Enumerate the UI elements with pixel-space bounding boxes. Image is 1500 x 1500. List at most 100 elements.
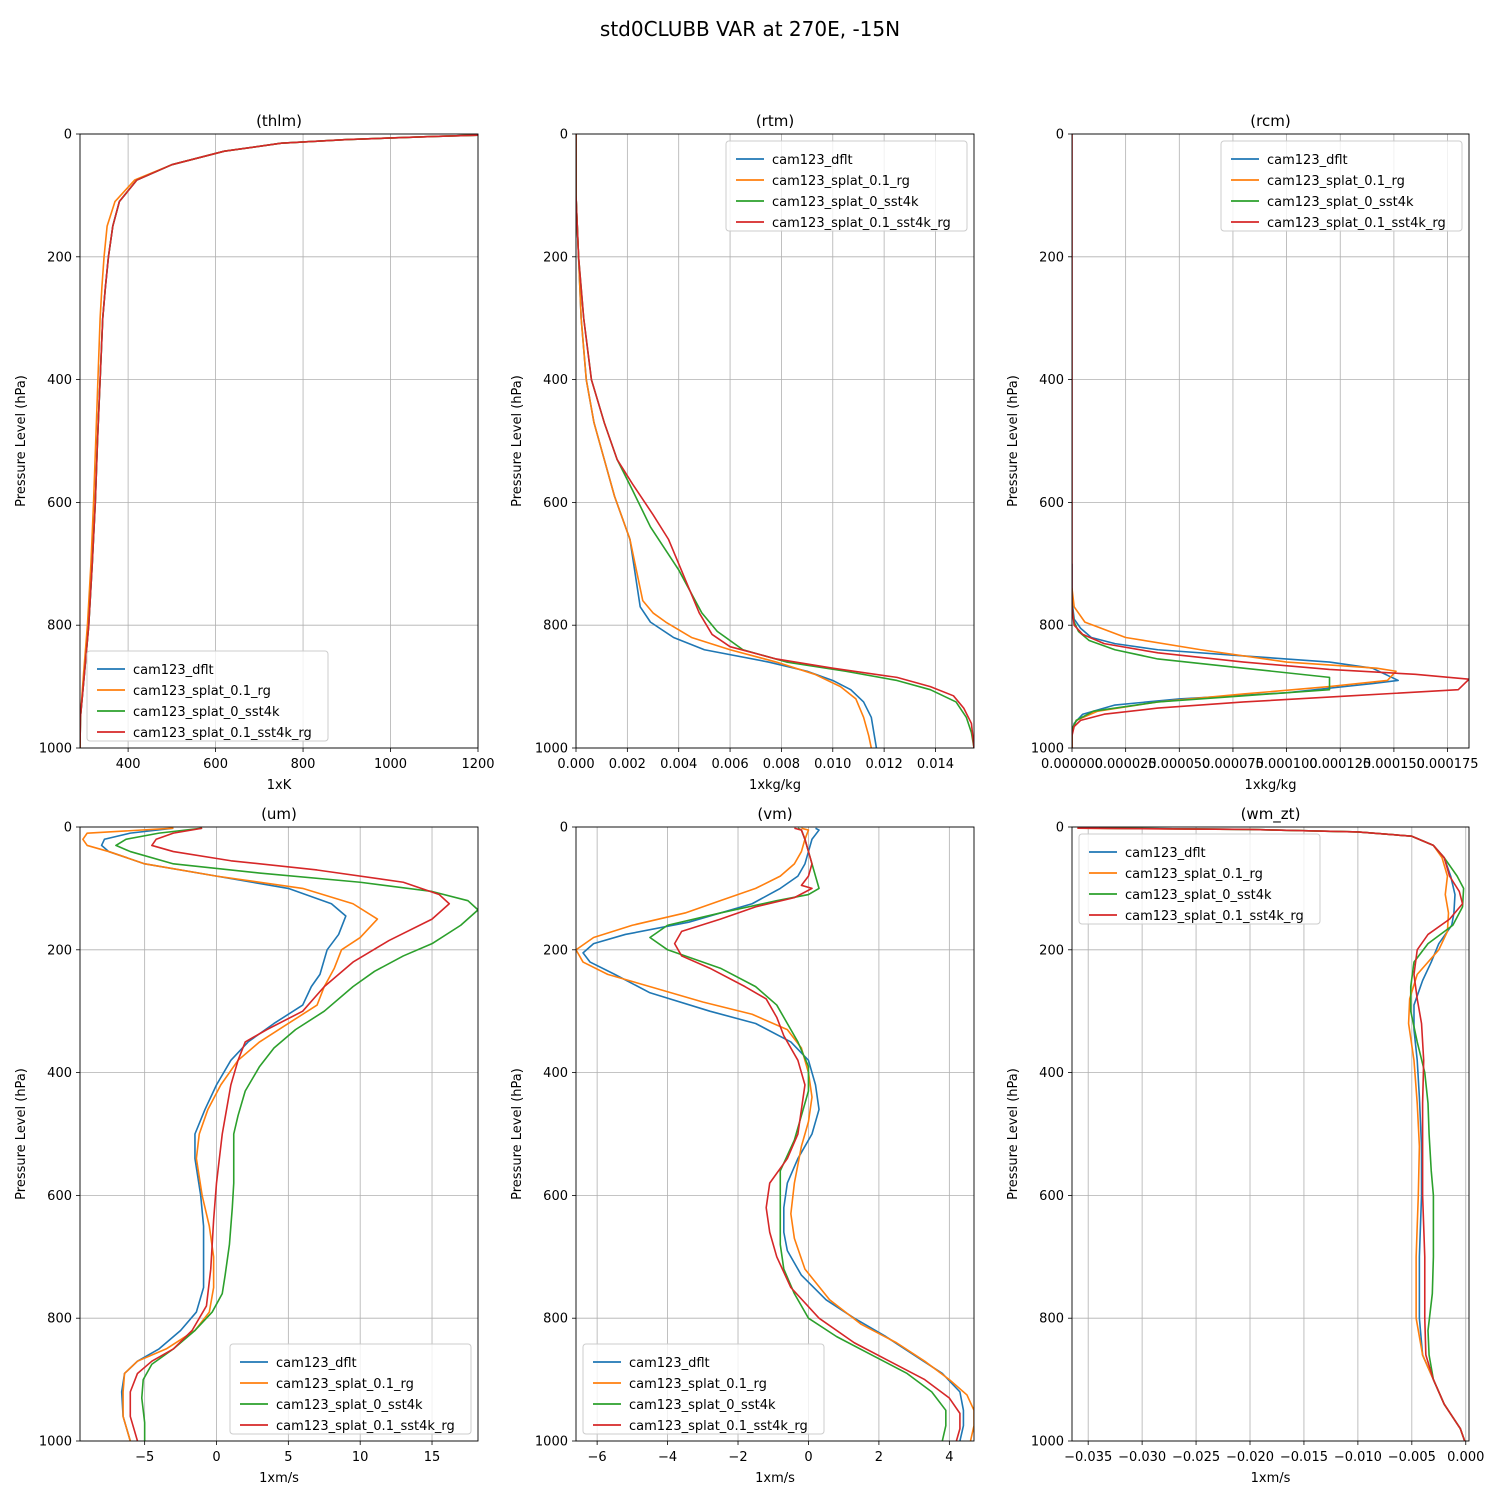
legend-label: cam123_dflt xyxy=(629,1356,710,1371)
legend-label: cam123_splat_0.1_sst4k_rg xyxy=(1125,909,1304,924)
legend: cam123_dflt cam123_splat_0.1_rg cam123_spl… xyxy=(1220,140,1463,232)
legend-box xyxy=(582,1343,825,1435)
subplot-title: (um) xyxy=(261,805,297,823)
y-tick-label: 1000 xyxy=(39,1435,72,1450)
legend-label: cam123_splat_0.1_sst4k_rg xyxy=(276,1419,455,1434)
series-group xyxy=(80,134,478,748)
x-tick-label: −4 xyxy=(658,1450,677,1465)
y-tick-label: 800 xyxy=(1039,1312,1064,1327)
y-tick-label: 200 xyxy=(47,943,72,958)
y-tick-label: 1000 xyxy=(535,1435,568,1450)
y-tick-label: 800 xyxy=(1039,619,1064,634)
legend-label: cam123_dflt xyxy=(133,663,214,678)
x-tick-label: −0.005 xyxy=(1388,1450,1436,1465)
x-tick-label: 0.010 xyxy=(814,757,851,772)
axes-frame xyxy=(575,133,975,749)
y-axis-label: Pressure Level (hPa) xyxy=(510,1068,525,1200)
x-tick-label: 5 xyxy=(284,1450,292,1465)
x-tick-label: 0.000000 xyxy=(1041,757,1103,772)
series-line-cam123_splat_0_sst4k xyxy=(115,827,478,1441)
series-line-cam123_splat_0.1_sst4k_rg xyxy=(673,827,961,1441)
y-tick-label: 200 xyxy=(47,250,72,265)
y-axis-label: Pressure Level (hPa) xyxy=(14,1068,29,1200)
y-tick-label: 1000 xyxy=(535,742,568,757)
x-axis-label: 1xK xyxy=(267,778,292,793)
series-group xyxy=(1072,134,1469,748)
legend-box xyxy=(86,650,329,742)
legend-box xyxy=(229,1343,472,1435)
legend-label: cam123_splat_0_sst4k xyxy=(276,1398,423,1413)
legend-label: cam123_splat_0.1_rg xyxy=(276,1377,414,1392)
legend-label: cam123_splat_0.1_sst4k_rg xyxy=(1267,216,1446,231)
x-tick-label: 0.008 xyxy=(763,757,800,772)
x-axis-label: 1xm/s xyxy=(1251,1471,1291,1486)
axes-frame xyxy=(1071,826,1470,1442)
y-tick-label: 400 xyxy=(543,1066,568,1081)
x-tick-label: 0.000175 xyxy=(1417,757,1479,772)
subplot-4: −5 0 5 10 15 0 200 400 600 800 1000 (um) 1xm/s Pressu… xyxy=(14,805,479,1486)
y-tick-label: 600 xyxy=(543,1189,568,1204)
x-tick-label: −0.010 xyxy=(1334,1450,1382,1465)
x-tick-label: 0.014 xyxy=(917,757,954,772)
figure-title: std0CLUBB VAR at 270E, -15N xyxy=(600,17,900,41)
y-tick-label: 600 xyxy=(47,1189,72,1204)
x-tick-label: 0.000025 xyxy=(1095,757,1157,772)
legend-label: cam123_splat_0.1_sst4k_rg xyxy=(772,216,951,231)
axes-frame xyxy=(79,133,479,749)
x-tick-label: 0.000 xyxy=(557,757,594,772)
x-axis-label: 1xkg/kg xyxy=(749,778,801,793)
x-tick-label: 800 xyxy=(291,757,316,772)
x-tick-label: 0.002 xyxy=(609,757,646,772)
x-tick-label: 0.006 xyxy=(711,757,748,772)
legend-label: cam123_splat_0_sst4k xyxy=(1125,888,1272,903)
series-line-cam123_splat_0.1_rg xyxy=(1072,588,1397,748)
series-group xyxy=(1077,827,1466,1441)
series-line-cam123_splat_0.1_rg xyxy=(576,827,974,1441)
x-tick-label: 0.012 xyxy=(866,757,903,772)
y-axis-label: Pressure Level (hPa) xyxy=(1006,375,1021,507)
series-line-cam123_splat_0_sst4k xyxy=(649,827,947,1441)
y-tick-label: 1000 xyxy=(1031,742,1064,757)
y-tick-label: 200 xyxy=(543,943,568,958)
y-tick-label: 600 xyxy=(47,496,72,511)
y-tick-label: 0 xyxy=(1056,128,1064,143)
legend-label: cam123_dflt xyxy=(276,1356,357,1371)
legend-label: cam123_dflt xyxy=(772,153,853,168)
x-tick-label: −5 xyxy=(135,1450,154,1465)
x-tick-label: −6 xyxy=(588,1450,607,1465)
y-axis-label: Pressure Level (hPa) xyxy=(14,375,29,507)
series-line-cam123_splat_0.1_sst4k_rg xyxy=(1077,827,1466,1441)
y-tick-label: 0 xyxy=(560,821,568,836)
y-tick-label: 400 xyxy=(47,373,72,388)
y-tick-label: 600 xyxy=(543,496,568,511)
x-tick-label: 15 xyxy=(424,1450,441,1465)
x-tick-label: −0.030 xyxy=(1118,1450,1166,1465)
y-tick-label: 200 xyxy=(1039,250,1064,265)
legend-box xyxy=(1078,833,1321,925)
x-axis-label: 1xm/s xyxy=(755,1471,795,1486)
legend-box xyxy=(1220,140,1463,232)
x-axis-label: 1xkg/kg xyxy=(1245,778,1297,793)
y-tick-label: 0 xyxy=(1056,821,1064,836)
x-tick-label: 2 xyxy=(875,1450,883,1465)
y-tick-label: 800 xyxy=(47,619,72,634)
y-tick-label: 400 xyxy=(1039,1066,1064,1081)
y-tick-label: 600 xyxy=(1039,1189,1064,1204)
x-tick-label: 0.000050 xyxy=(1148,757,1210,772)
y-tick-label: 800 xyxy=(543,619,568,634)
legend: cam123_dflt cam123_splat_0.1_rg cam123_spl… xyxy=(1078,833,1321,925)
legend-label: cam123_splat_0_sst4k xyxy=(133,705,280,720)
series-line-cam123_splat_0.1_sst4k_rg xyxy=(129,827,451,1441)
subplot-2: 0.000 0.002 0.004 0.006 0.008 0.010 0.012 0.014… xyxy=(510,112,975,793)
legend-label: cam123_splat_0_sst4k xyxy=(772,195,919,210)
y-tick-label: 400 xyxy=(47,1066,72,1081)
subplot-title: (rtm) xyxy=(756,112,794,130)
legend: cam123_dflt cam123_splat_0.1_rg cam123_spl… xyxy=(86,650,329,742)
y-tick-label: 0 xyxy=(64,821,72,836)
series-line-cam123_splat_0.1_rg xyxy=(82,827,379,1441)
x-tick-label: −2 xyxy=(728,1450,747,1465)
y-tick-label: 400 xyxy=(1039,373,1064,388)
legend-label: cam123_splat_0.1_sst4k_rg xyxy=(133,726,312,741)
legend-label: cam123_splat_0.1_rg xyxy=(629,1377,767,1392)
